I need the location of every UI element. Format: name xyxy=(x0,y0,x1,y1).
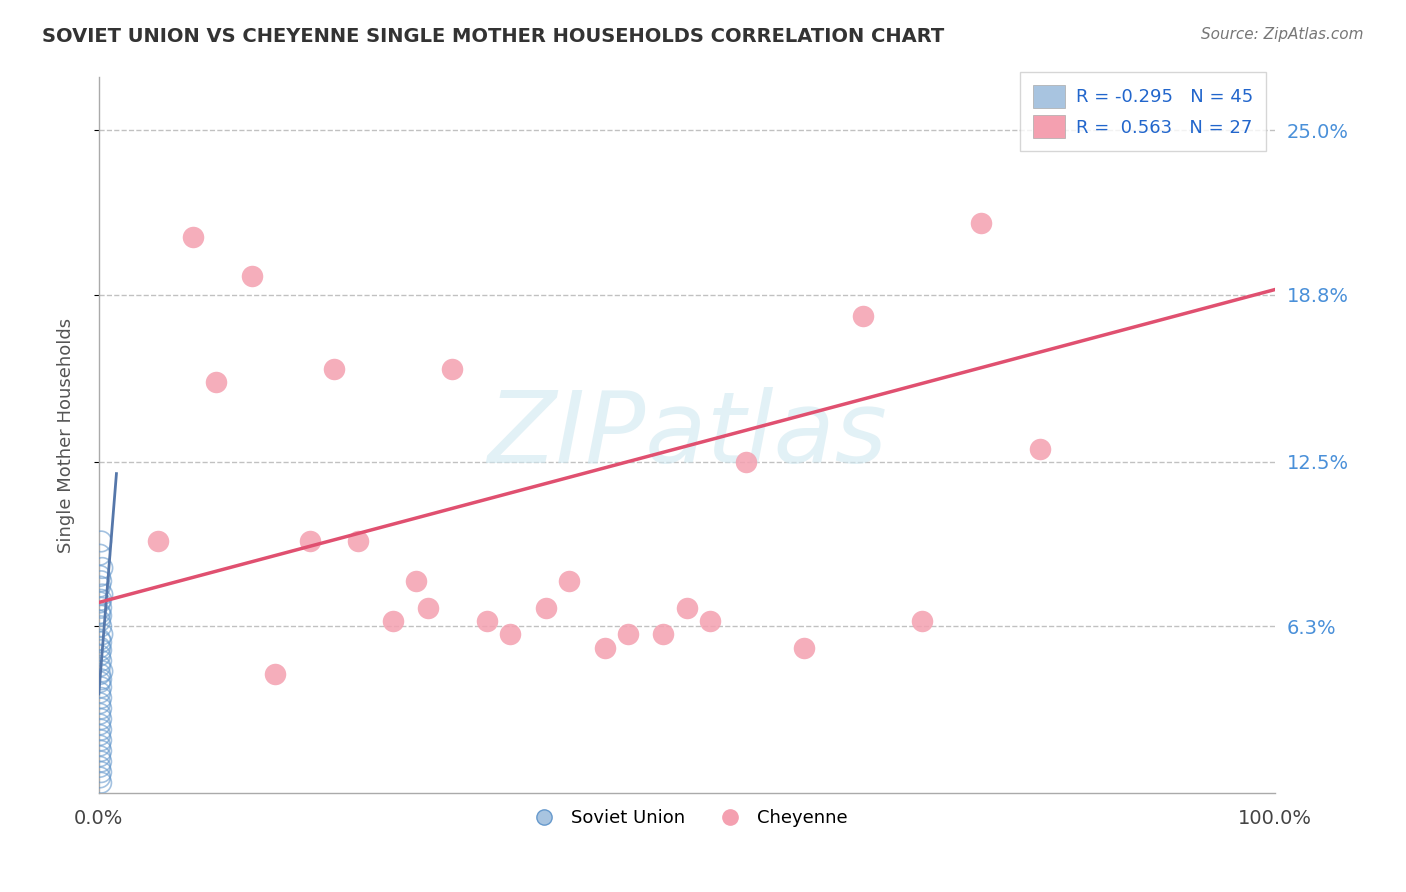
Point xyxy=(89,667,111,681)
Point xyxy=(91,627,114,641)
Point xyxy=(793,640,815,655)
Point xyxy=(416,600,439,615)
Point xyxy=(911,614,934,628)
Point xyxy=(89,749,111,764)
Point xyxy=(89,675,111,690)
Text: Source: ZipAtlas.com: Source: ZipAtlas.com xyxy=(1201,27,1364,42)
Point xyxy=(89,606,111,620)
Point xyxy=(299,534,322,549)
Point xyxy=(1028,442,1050,456)
Point xyxy=(90,643,112,657)
Point xyxy=(89,685,111,699)
Point xyxy=(91,561,114,575)
Point xyxy=(91,587,114,601)
Point xyxy=(323,362,346,376)
Legend: Soviet Union, Cheyenne: Soviet Union, Cheyenne xyxy=(519,802,855,834)
Point xyxy=(499,627,522,641)
Point xyxy=(89,760,111,774)
Point xyxy=(89,659,111,673)
Point xyxy=(205,376,228,390)
Point xyxy=(593,640,616,655)
Point xyxy=(89,569,111,583)
Point xyxy=(90,755,112,769)
Point xyxy=(405,574,427,589)
Point xyxy=(90,723,112,737)
Point xyxy=(90,619,112,633)
Point xyxy=(89,739,111,753)
Point xyxy=(617,627,640,641)
Point xyxy=(89,580,111,594)
Point xyxy=(89,614,111,628)
Point xyxy=(89,696,111,710)
Point xyxy=(91,665,114,679)
Point xyxy=(89,632,111,647)
Point xyxy=(90,712,112,726)
Point xyxy=(90,534,112,549)
Point xyxy=(181,229,204,244)
Point xyxy=(90,776,112,790)
Point xyxy=(475,614,498,628)
Y-axis label: Single Mother Households: Single Mother Households xyxy=(58,318,75,553)
Point xyxy=(381,614,404,628)
Text: SOVIET UNION VS CHEYENNE SINGLE MOTHER HOUSEHOLDS CORRELATION CHART: SOVIET UNION VS CHEYENNE SINGLE MOTHER H… xyxy=(42,27,945,45)
Point xyxy=(734,455,756,469)
Point xyxy=(852,309,875,323)
Point xyxy=(146,534,169,549)
Point xyxy=(90,681,112,695)
Point xyxy=(90,608,112,623)
Point xyxy=(240,269,263,284)
Point xyxy=(89,706,111,721)
Point xyxy=(90,574,112,589)
Point xyxy=(558,574,581,589)
Point xyxy=(90,733,112,747)
Point xyxy=(652,627,675,641)
Point xyxy=(264,667,287,681)
Point xyxy=(89,728,111,742)
Point xyxy=(89,640,111,655)
Point xyxy=(676,600,699,615)
Point xyxy=(90,765,112,780)
Point xyxy=(440,362,463,376)
Point xyxy=(699,614,721,628)
Point xyxy=(534,600,557,615)
Point xyxy=(90,635,112,649)
Point xyxy=(90,744,112,758)
Point xyxy=(90,600,112,615)
Point xyxy=(90,701,112,715)
Point xyxy=(89,595,111,609)
Point xyxy=(89,548,111,562)
Point xyxy=(89,771,111,785)
Point xyxy=(89,648,111,663)
Text: ZIPatlas: ZIPatlas xyxy=(486,387,887,483)
Point xyxy=(970,216,993,230)
Point xyxy=(89,717,111,731)
Point xyxy=(90,673,112,687)
Point xyxy=(90,690,112,705)
Point xyxy=(90,654,112,668)
Point xyxy=(90,592,112,607)
Point xyxy=(346,534,368,549)
